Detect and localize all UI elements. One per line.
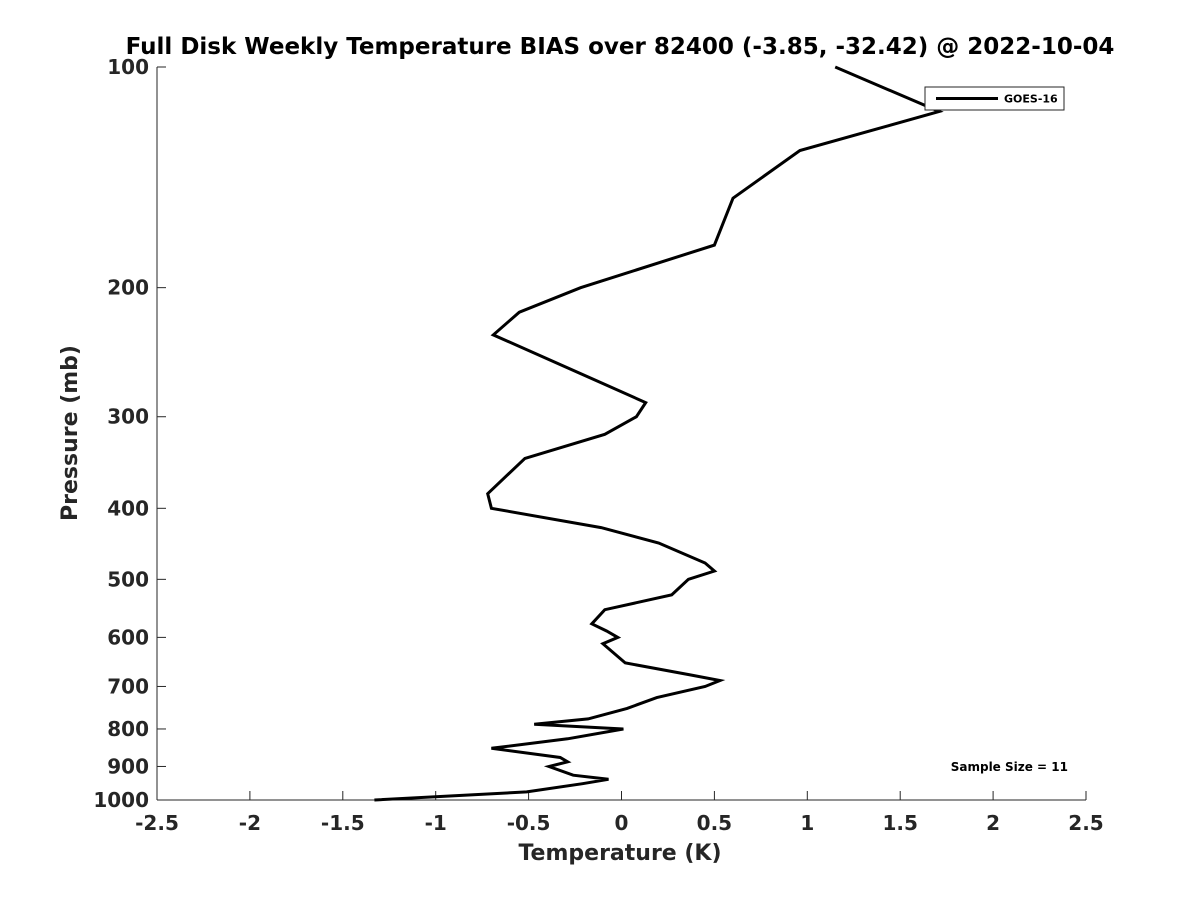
x-tick-label: -1.5 — [321, 811, 365, 835]
y-tick-label: 100 — [107, 55, 149, 79]
x-tick-label: -1 — [425, 811, 447, 835]
legend-label-goes-16: GOES-16 — [1004, 93, 1058, 106]
y-axis-label: Pressure (mb) — [58, 345, 83, 521]
x-tick-label: 1 — [800, 811, 814, 835]
y-tick-label: 800 — [107, 717, 149, 741]
x-tick-label: -2.5 — [135, 811, 179, 835]
y-tick-label: 900 — [107, 754, 149, 778]
axes: -2.5 -2 -1.5 -1 -0.5 0 0.5 1 1.5 2 2.5 100 200 300 400… — [93, 55, 1103, 835]
series-line-goes-16 — [374, 65, 944, 802]
x-tick-label: 2.5 — [1068, 811, 1103, 835]
x-tick-label: -0.5 — [507, 811, 551, 835]
x-axis-label: Temperature (K) — [518, 841, 721, 866]
series-layer — [374, 65, 944, 802]
y-tick-label: 400 — [107, 496, 149, 520]
x-tick-label: 0 — [615, 811, 629, 835]
chart-title: Full Disk Weekly Temperature BIAS over 8… — [126, 34, 1115, 60]
y-tick-label: 1000 — [93, 788, 149, 812]
y-tick-label: 500 — [107, 567, 149, 591]
y-tick-label: 200 — [107, 276, 149, 300]
sample-size-annotation: Sample Size = 11 — [951, 760, 1068, 774]
y-tick-label: 600 — [107, 625, 149, 649]
x-tick-label: 1.5 — [882, 811, 917, 835]
legend: GOES-16 — [924, 86, 1065, 111]
x-tick-label: 0.5 — [697, 811, 732, 835]
y-tick-label: 300 — [107, 405, 149, 429]
x-tick-label: -2 — [239, 811, 261, 835]
x-tick-label: 2 — [986, 811, 1000, 835]
y-tick-label: 700 — [107, 674, 149, 698]
